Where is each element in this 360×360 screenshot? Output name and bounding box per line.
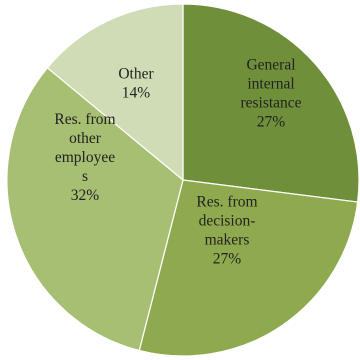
pie-slice-label-line: Other <box>118 66 154 83</box>
pie-slice-label-0: General internal resistance 27% <box>240 57 301 131</box>
pie-slice-label-line: internal <box>247 76 294 93</box>
pie-slice-label-2: Res. from other employee s 32% <box>54 111 115 204</box>
pie-slice-label-line: decision- <box>199 213 256 230</box>
pie-slice-0 <box>182 3 360 203</box>
pie-slice-label-3: Other 14% <box>118 66 154 102</box>
pie-slice-label-line: makers <box>205 232 250 249</box>
pie-slice-label-line: 27% <box>213 251 242 268</box>
pie-slice-label-1: Res. from decision-makers 27% <box>196 194 257 268</box>
pie-slice-label-line: 14% <box>122 85 151 102</box>
pie-slice-label-line: Res. from <box>54 111 115 128</box>
pie-slice-1 <box>138 179 359 357</box>
pie-slices <box>6 3 360 357</box>
pie-slice-label-line: other <box>69 130 102 147</box>
pie-slice-3 <box>46 3 184 182</box>
pie-slice-label-line: 32% <box>71 187 100 204</box>
pie-slice-label-line: employee <box>55 149 115 166</box>
pie-labels: General internal resistance 27% Res. from dec… <box>54 57 301 268</box>
pie-slice-label-line: General <box>246 57 295 74</box>
pie-slice-label-line: s <box>82 168 88 185</box>
pie-slice-label-line: 27% <box>257 114 286 131</box>
pie-slice-2 <box>6 66 184 352</box>
pie-slice-label-line: Res. from <box>196 194 257 211</box>
pie-slice-label-line: resistance <box>240 95 301 112</box>
